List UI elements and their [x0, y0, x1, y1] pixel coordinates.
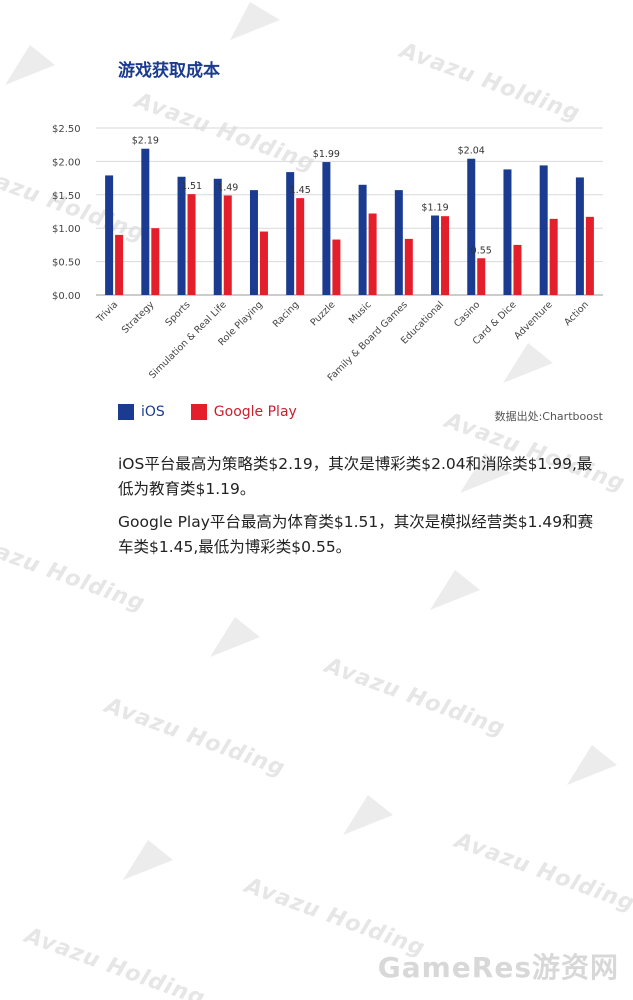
bar-google-play [259, 231, 268, 295]
data-source: 数据出处:Chartboost [494, 410, 603, 423]
data-label: 1.45 [290, 185, 311, 196]
watermark-triangle-icon [343, 795, 393, 835]
bar-ios [213, 178, 222, 295]
bar-ios [105, 175, 114, 295]
data-label: $2.19 [132, 136, 159, 147]
bar-google-play [332, 239, 341, 295]
data-label: 1.49 [217, 182, 238, 193]
summary-paragraph-ios: iOS平台最高为策略类$2.19，其次是博彩类$2.04和消除类$1.99,最低… [118, 455, 593, 498]
bar-google-play [441, 216, 450, 295]
y-tick-label: $2.00 [52, 157, 81, 168]
bar-ios [249, 190, 258, 295]
watermark-text: Avazu Holding [21, 923, 209, 1000]
bar-ios [177, 176, 186, 295]
data-label: $1.99 [313, 149, 340, 160]
watermark-triangle-icon [5, 45, 55, 85]
bar-ios [575, 177, 584, 295]
watermark-text: Avazu Holding [451, 828, 633, 917]
x-tick-label: Racing [271, 299, 302, 330]
x-tick-label: Puzzle [308, 299, 337, 328]
x-tick-label: Sports [163, 299, 192, 328]
bar-google-play [296, 198, 305, 295]
bar-ios [322, 162, 331, 295]
watermark-text: Avazu Holding [101, 693, 289, 782]
watermark-triangle-icon [230, 2, 280, 40]
bar-google-play [585, 216, 594, 295]
chart-legend: iOS Google Play [118, 404, 323, 420]
bar-google-play [549, 218, 558, 295]
bar-google-play [187, 194, 196, 295]
y-tick-label: $1.00 [52, 224, 81, 235]
legend-item-ios: iOS [118, 404, 165, 420]
summary-paragraph-google-play: Google Play平台最高为体育类$1.51，其次是模拟经营类$1.49和赛… [118, 513, 594, 556]
watermark-triangle-icon [210, 617, 260, 657]
bar-ios [286, 172, 295, 295]
bar-google-play [513, 244, 522, 295]
y-tick-label: $0.00 [52, 291, 81, 302]
bar-google-play [115, 234, 124, 295]
y-tick-label: $2.50 [52, 124, 81, 135]
bar-google-play [223, 195, 232, 295]
legend-swatch-ios [118, 404, 134, 420]
data-label: 0.55 [471, 245, 492, 256]
data-label: $2.04 [458, 146, 485, 157]
footer-watermark: GameRes游资网 [377, 951, 619, 984]
x-tick-label: Adventure [512, 299, 555, 342]
x-tick-label: Casino [452, 299, 482, 329]
bar-google-play [404, 238, 413, 295]
bar-ios [141, 148, 150, 295]
bar-ios [394, 190, 403, 295]
legend-label-google-play: Google Play [213, 404, 297, 420]
watermark-triangle-icon [567, 745, 617, 785]
x-tick-label: Music [347, 299, 374, 326]
bar-ios [503, 169, 512, 295]
bar-ios [358, 184, 367, 295]
bar-google-play [151, 228, 160, 295]
x-tick-label: Trivia [94, 299, 120, 325]
x-tick-label: Strategy [120, 299, 157, 336]
legend-label-ios: iOS [141, 404, 165, 420]
legend-swatch-google-play [190, 404, 207, 420]
data-label: 1.51 [181, 181, 202, 192]
watermark-text: Avazu Holding [321, 653, 509, 742]
bar-google-play [477, 258, 486, 295]
legend-item-google-play: Google Play [190, 404, 297, 420]
bar-ios [431, 215, 440, 295]
data-label: $1.19 [421, 203, 448, 214]
bar-ios [539, 165, 548, 295]
watermark-triangle-icon [430, 570, 480, 610]
y-tick-label: $1.50 [52, 191, 81, 202]
y-tick-label: $0.50 [52, 258, 81, 269]
watermark-triangle-icon [123, 840, 173, 880]
bar-google-play [368, 213, 377, 295]
bar-chart: $0.00 $0.50 $1.00 $1.50 $2.00 $2.50 Trivia Stra… [52, 124, 603, 384]
page-title: 游戏获取成本 [118, 61, 220, 81]
x-tick-label: Action [562, 299, 591, 328]
bar-ios [467, 158, 476, 295]
